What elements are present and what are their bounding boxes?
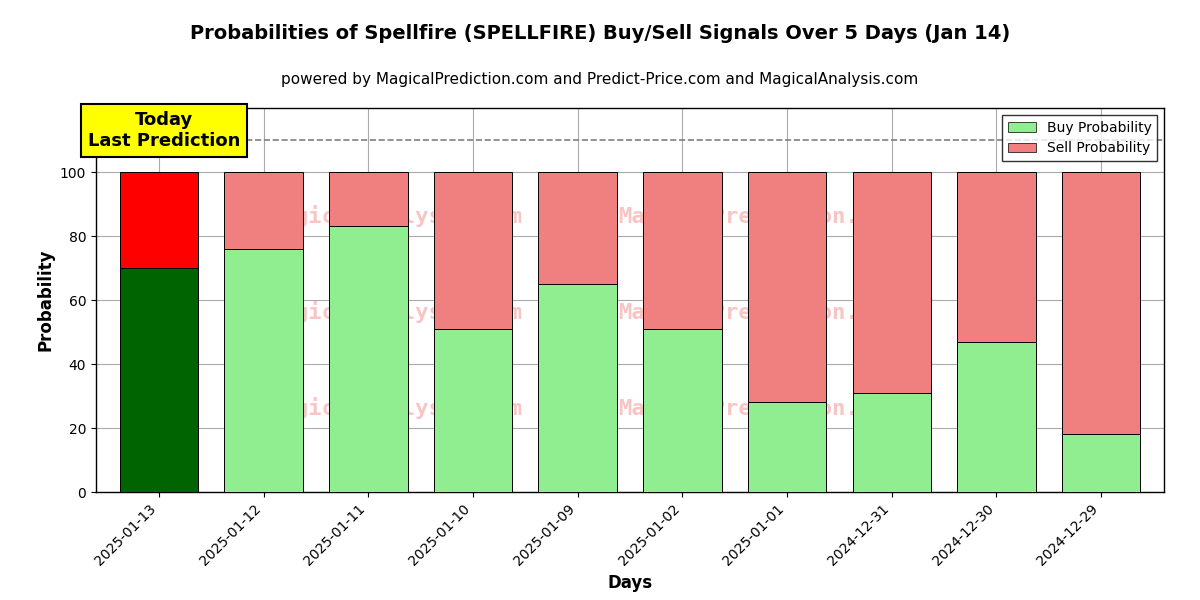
Bar xyxy=(539,172,617,284)
Bar xyxy=(329,226,408,492)
Bar xyxy=(748,172,827,403)
X-axis label: Days: Days xyxy=(607,574,653,592)
Text: Probabilities of Spellfire (SPELLFIRE) Buy/Sell Signals Over 5 Days (Jan 14): Probabilities of Spellfire (SPELLFIRE) B… xyxy=(190,24,1010,43)
Legend: Buy Probability, Sell Probability: Buy Probability, Sell Probability xyxy=(1002,115,1157,161)
Bar xyxy=(1062,434,1140,492)
Bar xyxy=(329,172,408,226)
Bar xyxy=(224,172,302,249)
Text: MagicalPrediction.com: MagicalPrediction.com xyxy=(618,205,899,227)
Bar xyxy=(224,249,302,492)
Bar xyxy=(539,284,617,492)
Text: Today
Last Prediction: Today Last Prediction xyxy=(88,111,240,150)
Bar xyxy=(748,403,827,492)
Text: powered by MagicalPrediction.com and Predict-Price.com and MagicalAnalysis.com: powered by MagicalPrediction.com and Pre… xyxy=(281,72,919,87)
Bar xyxy=(643,329,721,492)
Bar xyxy=(852,172,931,393)
Text: MagicalAnalysis.com: MagicalAnalysis.com xyxy=(268,397,522,419)
Bar xyxy=(643,172,721,329)
Text: MagicalPrediction.com: MagicalPrediction.com xyxy=(618,397,899,419)
Bar xyxy=(120,268,198,492)
Bar xyxy=(852,393,931,492)
Text: MagicalAnalysis.com: MagicalAnalysis.com xyxy=(268,301,522,323)
Bar xyxy=(433,172,512,329)
Y-axis label: Probability: Probability xyxy=(36,249,54,351)
Bar xyxy=(958,341,1036,492)
Bar xyxy=(958,172,1036,341)
Text: MagicalAnalysis.com: MagicalAnalysis.com xyxy=(268,205,522,227)
Bar xyxy=(1062,172,1140,434)
Bar xyxy=(120,172,198,268)
Bar xyxy=(433,329,512,492)
Text: MagicalPrediction.com: MagicalPrediction.com xyxy=(618,301,899,323)
